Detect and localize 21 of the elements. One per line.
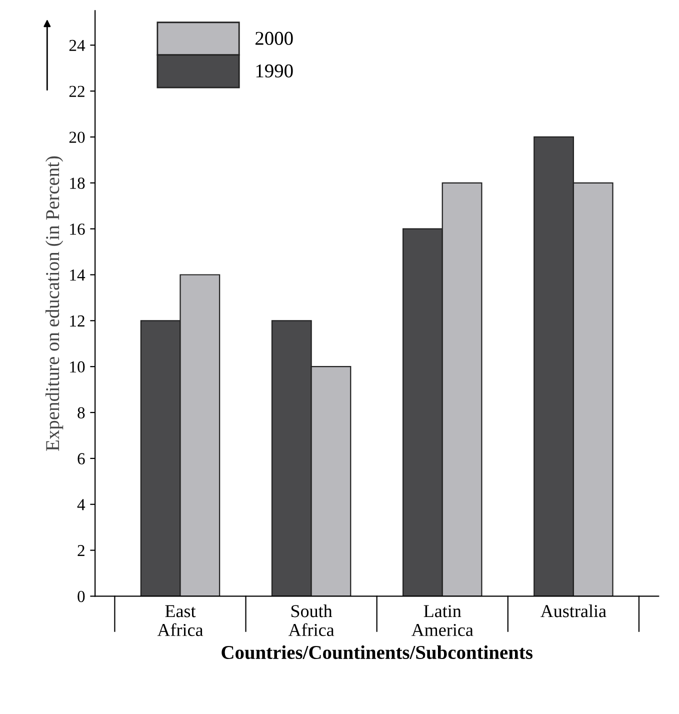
legend-label: 1990	[256, 64, 293, 78]
x-tick-label: Australia	[540, 604, 606, 618]
x-axis-title: Countries/Countinents/Subcontinents	[222, 645, 533, 660]
x-tick-label: South Africa	[288, 604, 334, 636]
legend-label: 2000	[256, 32, 293, 45]
y-tick-label: 24	[69, 40, 86, 51]
y-tick-label: 14	[70, 270, 86, 281]
y-tick-label: 18	[70, 178, 85, 189]
y-axis-title: Expenditure on education (in Percent)	[45, 156, 64, 451]
y-tick-label: 22	[69, 86, 84, 97]
y-tick-label: 0	[78, 590, 85, 602]
x-tick-label: Latin America	[411, 605, 474, 636]
y-tick-label: 20	[69, 132, 85, 143]
x-tick-label: East Africa	[157, 605, 204, 636]
y-tick-label: 4	[77, 499, 86, 510]
y-tick-label: 2	[78, 545, 84, 556]
y-tick-label: 6	[78, 453, 85, 464]
y-tick-label: 16	[70, 224, 85, 235]
y-tick-label: 10	[70, 361, 85, 373]
y-tick-label: 12	[70, 315, 84, 326]
y-tick-label: 8	[78, 407, 85, 418]
